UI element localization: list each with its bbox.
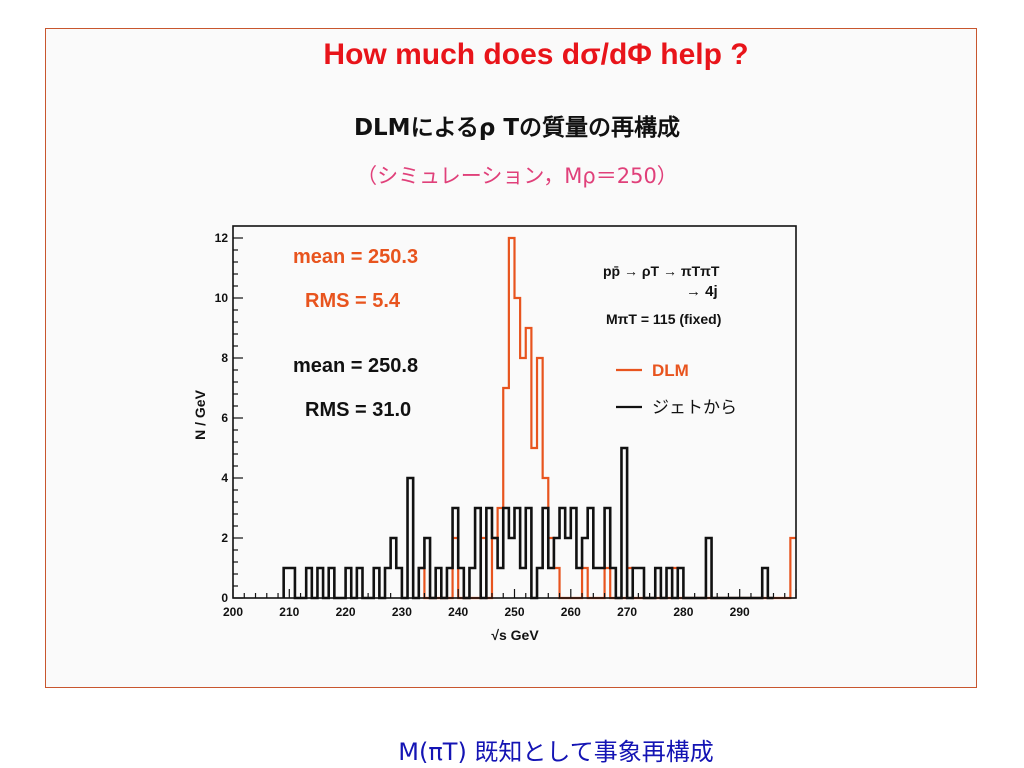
slide-caption: M(πT) 既知として事象再構成 bbox=[398, 738, 714, 766]
slide-title: How much does dσ/dΦ help ? bbox=[323, 38, 749, 71]
figure-title: DLMによるρ Tの質量の再構成 bbox=[353, 115, 681, 141]
figure-subtitle: （シミュレーション，Mρ＝250） bbox=[356, 164, 678, 188]
